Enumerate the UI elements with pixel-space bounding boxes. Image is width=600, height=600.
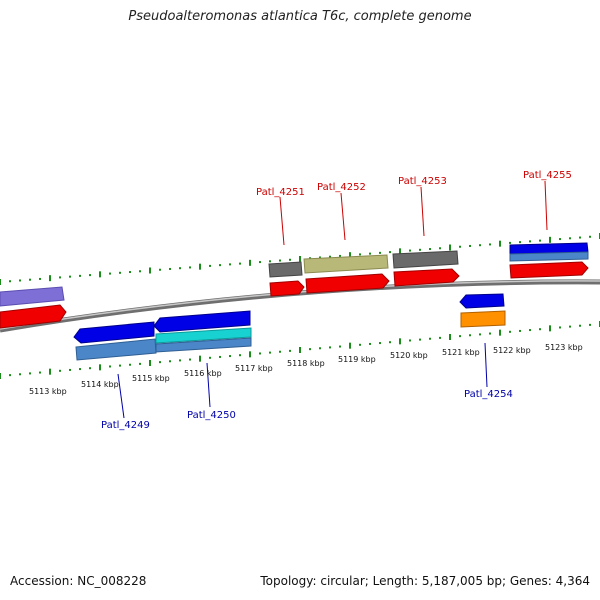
upper-tick-row (0, 233, 600, 285)
feature-patl-4251-grey[interactable] (268, 261, 303, 278)
gene-label-patl-4254[interactable]: Patl_4254 (464, 389, 513, 400)
feature-patl-4252-red[interactable] (305, 273, 390, 294)
feature-patl-4253-red[interactable] (393, 268, 460, 287)
feature-patl-4250-cyan[interactable] (155, 327, 252, 344)
scale-label-5118: 5118 kbp (287, 359, 325, 368)
scale-label-5114: 5114 kbp (81, 380, 119, 389)
scale-label-5113: 5113 kbp (29, 387, 67, 396)
feature-patl-4254-orange[interactable] (460, 310, 506, 328)
feature-patl-4250-blue[interactable] (153, 310, 251, 333)
gene-label-patl-4249[interactable]: Patl_4249 (101, 420, 150, 431)
feature-patl-4250-steelblue[interactable] (155, 337, 252, 353)
feature-patl-4254-blue[interactable] (459, 293, 505, 309)
leader-lines-bottom (117, 342, 488, 419)
topology-label: Topology: circular; Length: 5,187,005 bp… (260, 574, 590, 588)
scale-label-5115: 5115 kbp (132, 374, 170, 383)
scale-label-5123: 5123 kbp (545, 343, 583, 352)
feature-patl-4255-steelblue[interactable] (509, 251, 589, 262)
feature-patl-4252-khaki[interactable] (303, 254, 389, 274)
map-title: Pseudoalteromonas atlantica T6c, complet… (128, 9, 472, 24)
feature-left-purple[interactable] (0, 286, 65, 307)
scale-label-5122: 5122 kbp (493, 346, 531, 355)
scale-label-5119: 5119 kbp (338, 355, 376, 364)
leader-lines-top (279, 180, 548, 246)
accession-label: Accession: NC_008228 (10, 574, 147, 588)
feature-patl-4249-blue[interactable] (73, 321, 155, 344)
scale-label-5117: 5117 kbp (235, 364, 273, 373)
scale-label-5120: 5120 kbp (390, 351, 428, 360)
gene-label-patl-4252[interactable]: Patl_4252 (317, 182, 366, 193)
scale-label-5116: 5116 kbp (184, 369, 222, 378)
gene-label-patl-4251[interactable]: Patl_4251 (256, 187, 305, 198)
feature-patl-4249-steelblue[interactable] (75, 338, 157, 361)
feature-left-red[interactable] (0, 304, 67, 329)
lower-tick-row (0, 321, 600, 379)
scale-label-5121: 5121 kbp (442, 348, 480, 357)
gene-label-patl-4255[interactable]: Patl_4255 (523, 170, 572, 181)
gene-label-patl-4250[interactable]: Patl_4250 (187, 410, 236, 421)
feature-patl-4255-red[interactable] (509, 261, 589, 279)
gene-label-patl-4253[interactable]: Patl_4253 (398, 176, 447, 187)
feature-patl-4251-red[interactable] (269, 280, 305, 297)
feature-patl-4253-grey[interactable] (392, 250, 459, 269)
